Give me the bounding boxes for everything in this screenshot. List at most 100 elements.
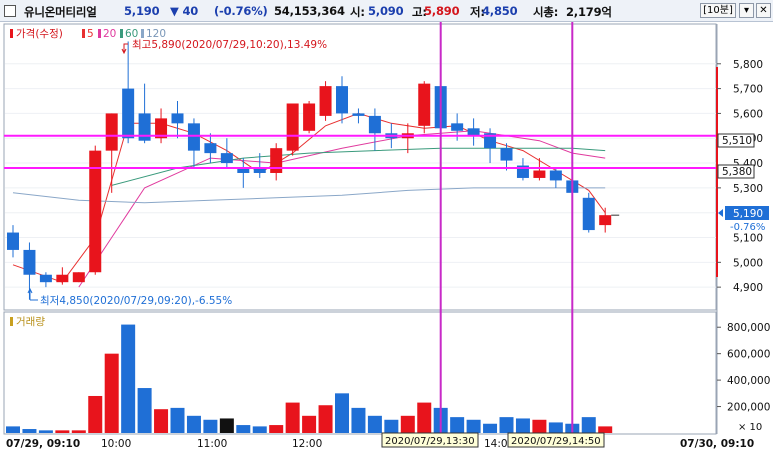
legend-ma5: 5 — [87, 28, 94, 40]
volume-bar — [121, 324, 136, 433]
volume-bar — [384, 419, 399, 433]
volume-bar — [186, 415, 201, 433]
candle — [23, 249, 36, 275]
candle — [451, 123, 464, 131]
candle — [549, 170, 562, 181]
trade-volume: 54,153,364 — [274, 4, 345, 18]
volume-bar — [252, 426, 267, 433]
high-arrow-icon — [121, 43, 128, 55]
candle — [187, 123, 200, 151]
candle — [56, 274, 69, 283]
candle — [155, 118, 168, 139]
volume-bar — [170, 407, 185, 433]
price-tick-label: 5,600 — [733, 108, 763, 120]
low-arrow-icon — [27, 287, 38, 301]
high-annotation: 최고5,890(2020/07/29,10:20),13.49% — [121, 39, 327, 55]
current-price-marker: 5,190 -0.76% — [718, 206, 769, 233]
candle — [171, 113, 184, 124]
volume-legend-label: 거래량 — [16, 316, 45, 328]
volume-tick-label: 800,000 — [727, 322, 770, 334]
volume-bar — [450, 417, 465, 433]
price-legend: 가격(수정) 5 20 60 120 — [10, 27, 166, 40]
candle — [204, 143, 217, 154]
legend-price-label: 가격(수정) — [16, 27, 63, 40]
interval-button[interactable]: [10분] — [700, 3, 736, 18]
legend-ma120-marker — [141, 29, 144, 38]
time-label-10: 10:00 — [101, 438, 131, 450]
candle — [7, 232, 19, 250]
candle — [237, 168, 250, 173]
select-checkbox[interactable] — [4, 5, 16, 17]
dropdown-arrow-icon[interactable]: ▾ — [739, 3, 754, 18]
volume-bar — [203, 419, 218, 433]
volume-bar — [515, 418, 530, 433]
price-tick-label: 5,700 — [733, 84, 763, 96]
price-box-5380-frame — [717, 164, 755, 179]
volume-bar — [548, 422, 563, 433]
candle — [122, 88, 135, 139]
high-price: 5,890 — [424, 4, 460, 18]
market-cap-label: 시총: — [533, 5, 559, 19]
volume-bar — [154, 409, 169, 433]
close-icon[interactable]: ✕ — [756, 3, 771, 18]
price-tick-label: 5,100 — [733, 233, 763, 245]
time-axis: 07/29, 09:10 10:00 11:00 12:00 14:00 07/… — [6, 432, 754, 450]
time-axis-end: 07/30, 09:10 — [680, 438, 754, 450]
candle — [336, 86, 348, 114]
price-tick-label: 4,900 — [733, 282, 763, 294]
candle — [253, 168, 266, 173]
candle — [484, 133, 497, 149]
volume-bar — [88, 395, 103, 433]
volume-legend-marker — [10, 317, 13, 326]
crosshair-time-box-1 — [381, 432, 479, 448]
volume-bar — [6, 426, 20, 433]
crosshair-time-2: 2020/07/29,14:50 — [511, 436, 601, 447]
price-box-5510-frame — [717, 133, 755, 148]
time-label-11: 11:00 — [197, 438, 227, 450]
volume-bar — [417, 402, 432, 433]
high-annotation-text: 최고5,890(2020/07/29,10:20),13.49% — [132, 39, 327, 51]
time-label-14: 14:00 — [484, 438, 514, 450]
candle — [105, 113, 118, 151]
volume-bar — [236, 425, 251, 433]
volume-bar — [581, 417, 596, 433]
current-price-pointer-icon — [718, 209, 723, 217]
current-price-box-text: 5,190 — [733, 208, 763, 220]
price-change-pct: (-0.76%) — [214, 4, 268, 18]
candle — [533, 170, 546, 178]
candles — [7, 41, 620, 300]
price-panel-frame — [3, 23, 717, 311]
volume-bar — [104, 353, 119, 433]
low-price: 4,850 — [482, 4, 518, 18]
price-box-5380-text: 5,380 — [722, 166, 752, 178]
candle — [500, 148, 513, 161]
candle — [467, 128, 480, 136]
open-price: 5,090 — [368, 4, 404, 18]
volume-bar — [71, 430, 86, 433]
vertical-indicator-lines[interactable] — [439, 22, 574, 433]
time-label-12: 12:00 — [292, 438, 322, 450]
candle — [368, 115, 381, 134]
volume-bar — [137, 388, 152, 433]
legend-ma120: 120 — [146, 28, 166, 40]
volume-bar — [219, 418, 234, 433]
candle — [418, 83, 431, 126]
price-axis: 5,8005,7005,6005,5005,3005,0004,9005,400… — [717, 59, 763, 294]
horizontal-indicator-lines[interactable] — [4, 134, 716, 170]
legend-ma60: 60 — [125, 28, 138, 40]
low-annotation: 최저4,850(2020/07/29,09:20),-6.55% — [27, 287, 232, 307]
price-tick-label: 5,300 — [733, 183, 763, 195]
price-tick-label: 5,800 — [733, 59, 763, 71]
volume-bar — [483, 423, 498, 433]
price-box-5510: 5,510 — [717, 133, 755, 148]
current-price-box — [725, 206, 769, 220]
candle — [89, 150, 102, 273]
low-label: 저: — [470, 5, 485, 19]
ma20-line — [78, 130, 606, 288]
price-box-5510-text: 5,510 — [722, 135, 752, 147]
stock-chart[interactable]: 가격(수정) 5 20 60 120 최고5,890(2020/07/29,10… — [0, 22, 773, 459]
volume-tick-label: 200,000 — [727, 402, 770, 414]
candle — [72, 272, 85, 283]
low-annotation-text: 최저4,850(2020/07/29,09:20),-6.55% — [40, 295, 232, 307]
stock-name[interactable]: 유니온머티리얼 — [24, 5, 97, 19]
